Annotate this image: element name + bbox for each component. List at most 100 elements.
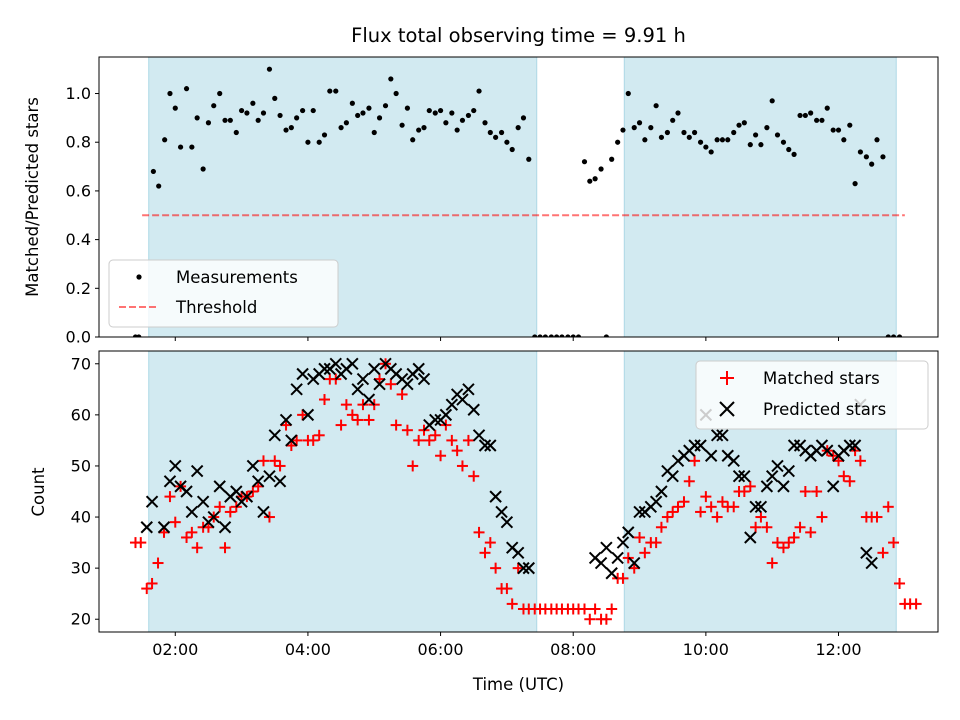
measurement-point bbox=[835, 127, 842, 133]
predicted-star-point bbox=[727, 454, 740, 468]
x-axis-label: Time (UTC) bbox=[472, 675, 564, 694]
predicted-star-point bbox=[600, 541, 613, 554]
matched-star-point bbox=[423, 434, 435, 446]
measurement-point bbox=[863, 154, 869, 160]
measurement-point bbox=[559, 334, 565, 337]
top-ylabel: Matched/Predicted stars bbox=[23, 97, 42, 297]
predicted-star-point bbox=[263, 469, 276, 483]
measurement-point bbox=[162, 137, 168, 143]
measurement-point bbox=[454, 127, 460, 133]
top-panel: 0.0 0.2 0.4 0.6 0.8 1.0 Matched/Predicted sta… bbox=[23, 56, 939, 347]
matched-star-point bbox=[600, 613, 612, 625]
measurement-point bbox=[333, 88, 339, 94]
top-x-ticks bbox=[174, 337, 840, 341]
measurement-point bbox=[437, 107, 444, 114]
measurement-point bbox=[426, 107, 432, 114]
measurement-point bbox=[526, 156, 532, 162]
predicted-star-point bbox=[860, 546, 873, 560]
measurement-point bbox=[465, 112, 472, 119]
measurement-point bbox=[476, 88, 482, 94]
measurement-point bbox=[857, 149, 864, 155]
predicted-star-point bbox=[456, 393, 469, 406]
measurement-point bbox=[283, 127, 289, 133]
matched-star-point bbox=[827, 450, 839, 462]
predicted-star-point bbox=[213, 480, 226, 493]
matched-star-point bbox=[413, 434, 425, 446]
matched-star-point bbox=[910, 598, 922, 610]
matched-star-point bbox=[766, 557, 778, 569]
matched-star-point bbox=[224, 506, 236, 518]
measurement-point bbox=[658, 134, 665, 140]
predicted-star-point bbox=[649, 495, 663, 508]
predicted-star-point bbox=[417, 372, 431, 386]
measurement-point bbox=[830, 127, 836, 133]
matched-star-point bbox=[589, 603, 601, 615]
measurement-point bbox=[338, 125, 344, 131]
measurement-point bbox=[620, 127, 626, 133]
predicted-star-point bbox=[848, 439, 862, 452]
measurement-point bbox=[217, 90, 223, 97]
measurement-point bbox=[880, 154, 886, 160]
measurement-point bbox=[250, 100, 256, 106]
matched-star-point bbox=[219, 542, 231, 554]
measurement-point bbox=[581, 159, 588, 165]
y-tick-label: 0.2 bbox=[66, 279, 91, 298]
bottom-ylabel: Count bbox=[29, 467, 48, 517]
matched-star-point bbox=[164, 491, 176, 503]
matched-star-point bbox=[181, 531, 193, 543]
top-plot-area bbox=[132, 66, 905, 337]
measurement-point bbox=[769, 98, 775, 104]
matched-star-point bbox=[871, 511, 883, 523]
matched-star-point bbox=[771, 537, 783, 549]
matched-star-point bbox=[456, 460, 468, 472]
measurement-point bbox=[205, 120, 212, 126]
matched-star-point bbox=[728, 501, 740, 513]
measurement-point bbox=[753, 132, 759, 138]
matched-star-point bbox=[169, 516, 181, 528]
measurement-point bbox=[266, 66, 273, 72]
measurement-point bbox=[520, 115, 527, 121]
measurement-point bbox=[747, 142, 753, 148]
measurement-point bbox=[686, 134, 692, 140]
predicted-star-point bbox=[522, 561, 535, 575]
matched-star-point bbox=[783, 537, 795, 549]
measurement-point bbox=[233, 129, 239, 136]
y-tick-label: 60 bbox=[71, 405, 91, 424]
measurement-point bbox=[670, 117, 676, 123]
matched-star-point bbox=[584, 613, 596, 625]
matched-star-point bbox=[639, 547, 651, 559]
measurement-point bbox=[648, 125, 654, 131]
bottom-panel: 20 30 40 50 60 70 02:00 04:00 06:00 08:00 10:00 12… bbox=[29, 350, 939, 694]
measurement-point bbox=[741, 120, 747, 126]
measurement-point bbox=[714, 137, 720, 143]
y-tick-label: 30 bbox=[71, 559, 91, 578]
predicted-star-point bbox=[401, 378, 414, 391]
measurement-point bbox=[675, 110, 681, 116]
matched-star-point bbox=[484, 537, 496, 549]
x-tick-label: 08:00 bbox=[550, 640, 596, 659]
matched-star-point bbox=[473, 526, 485, 538]
y-tick-label: 70 bbox=[71, 354, 91, 373]
x-tick-label: 12:00 bbox=[815, 640, 861, 659]
predicted-star-point bbox=[655, 485, 668, 498]
measurement-point bbox=[471, 107, 477, 114]
matched-star-point bbox=[186, 526, 198, 538]
predicted-star-point bbox=[478, 439, 492, 452]
predicted-star-point bbox=[467, 403, 480, 416]
measurement-point bbox=[847, 122, 853, 128]
matched-star-point bbox=[407, 460, 419, 472]
measurement-point bbox=[244, 110, 250, 116]
measurement-point bbox=[841, 137, 847, 143]
predicted-star-point bbox=[356, 372, 370, 386]
matched-star-point bbox=[346, 409, 358, 421]
predicted-star-point bbox=[594, 556, 608, 570]
legend-marker-measurements bbox=[136, 274, 142, 280]
measurement-point bbox=[808, 110, 814, 116]
matched-star-point bbox=[854, 455, 866, 467]
measurement-point bbox=[238, 107, 245, 114]
matched-star-point bbox=[429, 429, 441, 441]
matched-star-point bbox=[435, 450, 447, 462]
measurement-point bbox=[432, 110, 438, 116]
matched-star-point bbox=[788, 531, 800, 543]
predicted-star-point bbox=[694, 439, 707, 452]
